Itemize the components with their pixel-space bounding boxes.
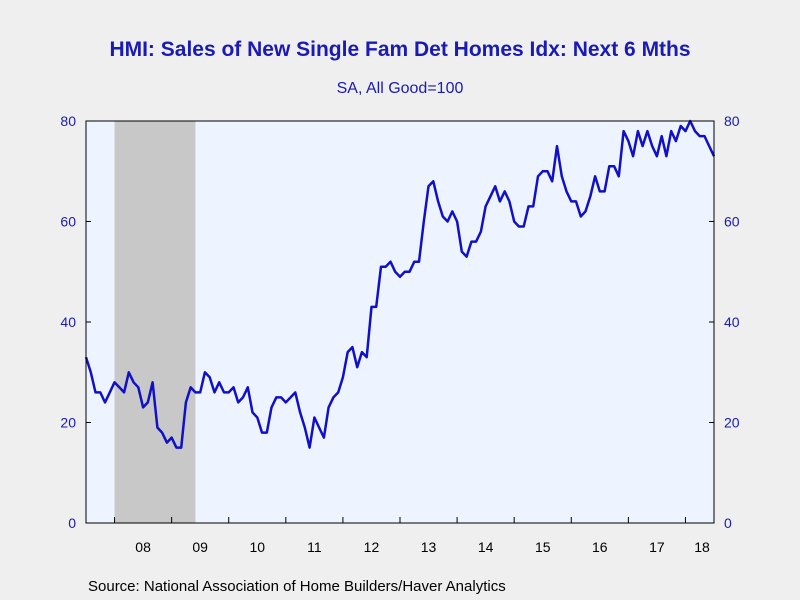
chart-title: HMI: Sales of New Single Fam Det Homes I… xyxy=(109,38,691,61)
x-tick-label: 18 xyxy=(694,539,710,555)
axis-layer: 0 0 20 20 40 40 60 60 80 80 08 09 10 11 12 13 14 15 16 17 18 xyxy=(60,113,739,555)
x-tick-label: 16 xyxy=(592,539,608,555)
series-layer xyxy=(84,119,716,449)
x-tick-label: 08 xyxy=(135,539,151,555)
y-tick-label-right: 40 xyxy=(724,314,740,330)
x-tick-label: 12 xyxy=(364,539,380,555)
y-tick-label-right: 60 xyxy=(724,214,740,230)
x-tick-label: 13 xyxy=(421,539,437,555)
x-tick-label: 14 xyxy=(478,539,494,555)
y-tick-label-right: 80 xyxy=(724,113,740,129)
y-tick-label-left: 40 xyxy=(60,314,76,330)
series-line-0 xyxy=(84,119,716,449)
chart-subtitle: SA, All Good=100 xyxy=(336,80,464,97)
y-tick-label-left: 80 xyxy=(60,113,76,129)
x-tick-label: 10 xyxy=(249,539,265,555)
y-tick-label-left: 20 xyxy=(60,415,76,431)
x-tick-label: 09 xyxy=(192,539,208,555)
y-tick-label-left: 0 xyxy=(68,515,76,531)
y-tick-label-right: 0 xyxy=(724,515,732,531)
source-note: Source: National Association of Home Bui… xyxy=(88,578,506,595)
y-tick-label-right: 20 xyxy=(724,415,740,431)
recession-shading-layer xyxy=(114,121,196,523)
x-tick-label: 15 xyxy=(535,539,551,555)
recession-band xyxy=(114,121,196,523)
x-tick-label: 11 xyxy=(307,539,322,555)
y-tick-label-left: 60 xyxy=(60,214,76,230)
x-tick-label: 17 xyxy=(649,539,665,555)
